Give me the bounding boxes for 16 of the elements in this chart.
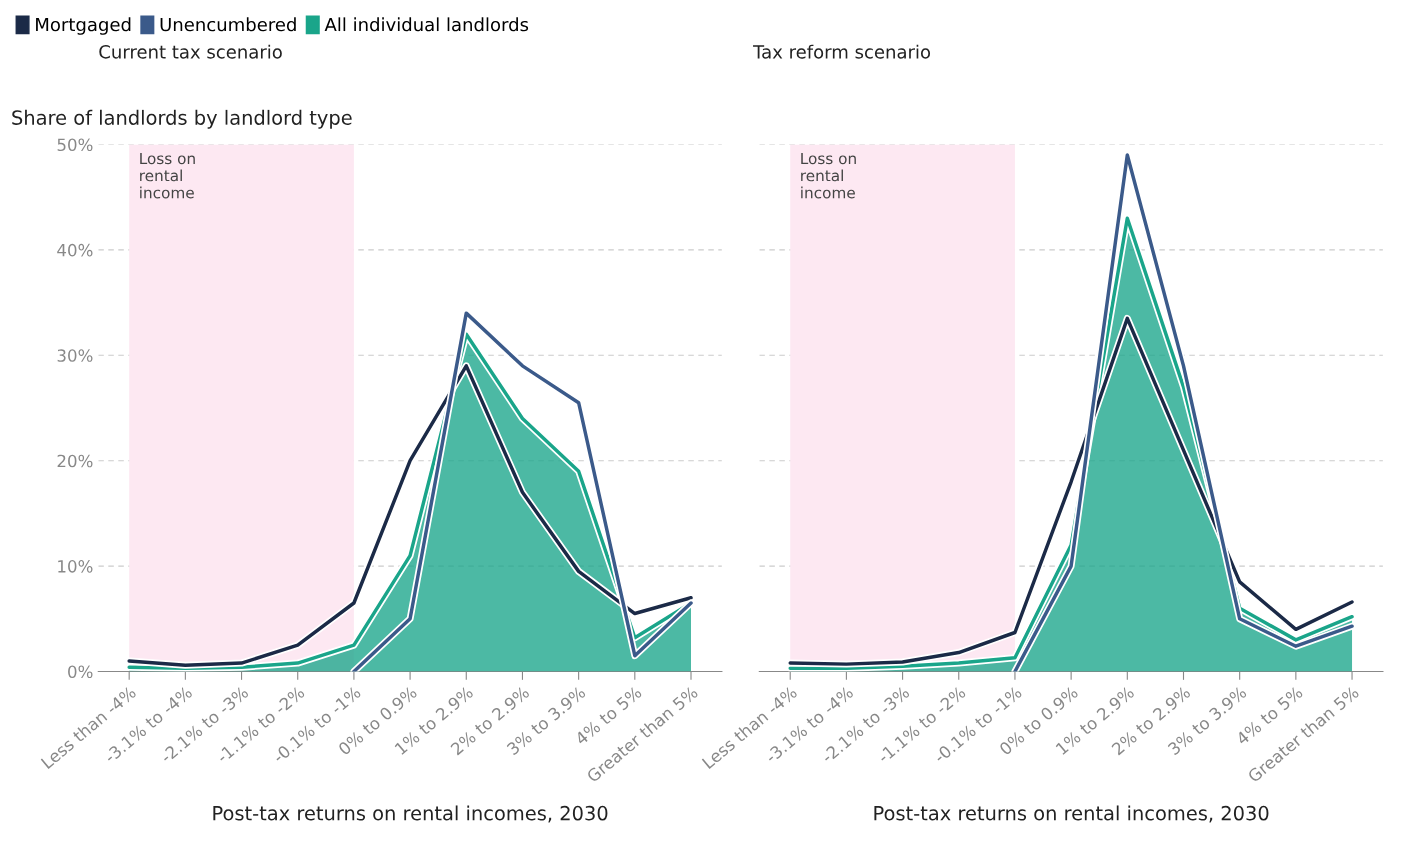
legend-label: Mortgaged — [36, 17, 131, 35]
band-label: Loss on rental income — [140, 152, 195, 199]
y-tick-label: 40% — [57, 243, 93, 257]
band-label: Loss on rental income — [801, 152, 856, 199]
y-tick-label: 30% — [57, 349, 93, 362]
chart-title: Tax reform scenario — [753, 44, 931, 59]
y-tick-label: 20% — [57, 454, 93, 468]
y-tick-label: 0% — [68, 665, 93, 679]
y-axis-title: Share of landlords by landlord type — [12, 109, 352, 129]
chart-title: Current tax scenario — [99, 44, 282, 59]
legend-label: Unencumbered — [160, 17, 296, 32]
legend-label: All individual landlords — [324, 17, 529, 32]
y-tick-label: 50% — [57, 138, 93, 152]
x-axis-title: Post-tax returns on rental incomes, 2030 — [213, 805, 608, 823]
x-axis-title: Post-tax returns on rental incomes, 2030 — [874, 805, 1269, 823]
y-tick-label: 10% — [58, 560, 93, 573]
